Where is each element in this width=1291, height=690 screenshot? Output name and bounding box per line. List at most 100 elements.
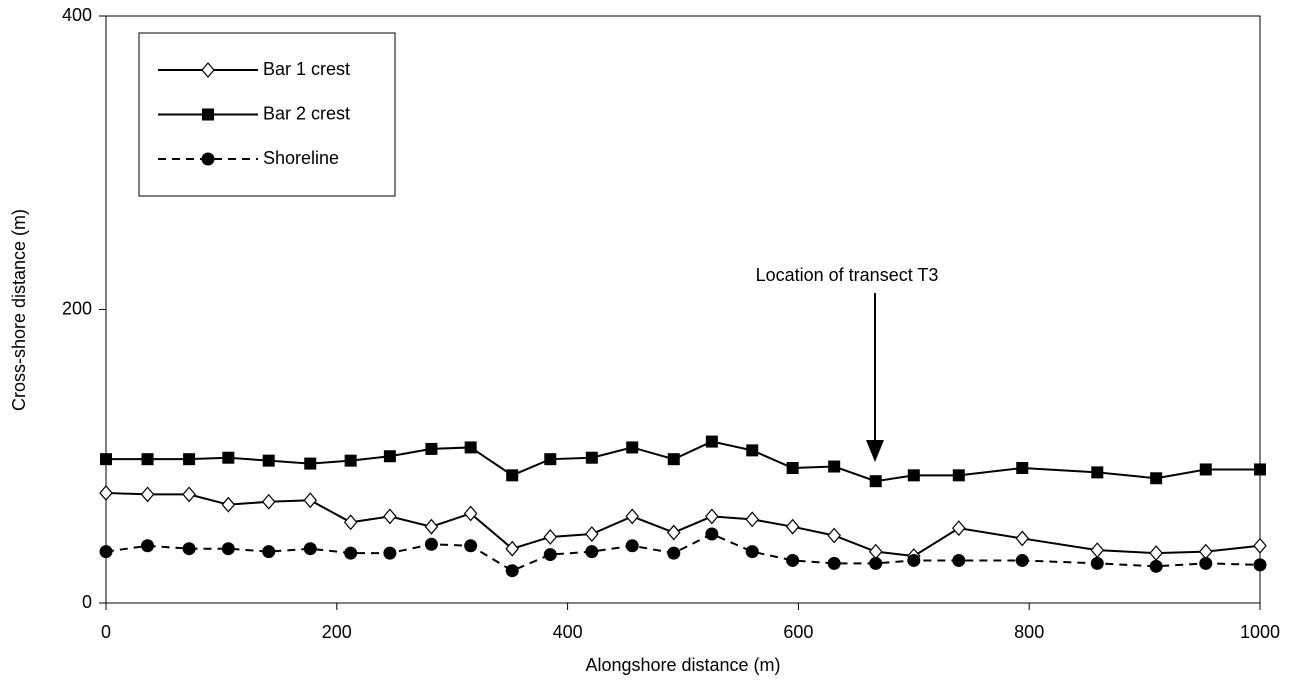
marker: [303, 492, 318, 509]
marker: [705, 508, 719, 525]
marker: [907, 553, 921, 567]
marker: [543, 529, 558, 545]
marker: [141, 539, 155, 553]
marker: [585, 526, 599, 542]
marker: [262, 545, 276, 559]
marker: [1198, 543, 1213, 560]
marker: [952, 469, 965, 482]
legend-marker: [201, 62, 215, 78]
marker: [666, 524, 681, 541]
marker: [383, 450, 396, 463]
marker: [424, 518, 439, 535]
marker: [141, 453, 154, 466]
y-tick-label: 400: [62, 5, 92, 25]
marker: [262, 454, 275, 467]
marker: [505, 564, 519, 578]
marker: [543, 548, 557, 562]
marker: [383, 508, 397, 525]
series-line: [105, 491, 1261, 558]
marker: [626, 441, 639, 454]
marker: [424, 537, 438, 551]
marker: [952, 520, 966, 537]
marker: [1090, 542, 1105, 559]
marker: [705, 435, 718, 448]
marker: [304, 457, 317, 470]
marker: [425, 442, 438, 455]
marker: [100, 453, 112, 466]
marker: [869, 556, 883, 570]
marker: [1199, 463, 1212, 476]
marker: [1015, 530, 1030, 547]
marker: [868, 543, 883, 560]
marker: [907, 469, 920, 482]
marker: [1149, 559, 1163, 573]
x-tick-label: 600: [783, 622, 813, 642]
marker: [505, 540, 519, 557]
legend-marker: [201, 152, 215, 166]
marker: [343, 514, 358, 531]
marker: [303, 542, 317, 556]
marker: [344, 546, 358, 560]
marker: [869, 475, 882, 488]
marker: [667, 546, 681, 560]
x-tick-label: 200: [322, 622, 352, 642]
marker: [585, 451, 598, 464]
marker: [183, 453, 196, 466]
marker: [506, 469, 519, 482]
marker: [786, 553, 800, 567]
x-tick-label: 0: [101, 622, 111, 642]
marker: [585, 545, 599, 559]
marker: [785, 518, 800, 535]
marker: [1091, 466, 1104, 479]
x-tick-label: 400: [553, 622, 583, 642]
marker: [828, 460, 841, 473]
legend-label: Shoreline: [263, 148, 339, 168]
legend-marker: [202, 108, 214, 121]
marker: [99, 545, 113, 559]
marker: [344, 454, 357, 467]
series-line: [105, 532, 1261, 572]
marker: [745, 545, 759, 559]
marker: [1149, 545, 1163, 562]
y-axis-label: Cross-shore distance (m): [9, 209, 29, 411]
marker: [544, 453, 557, 466]
marker: [1254, 463, 1266, 476]
marker: [827, 527, 841, 544]
series-line: [106, 440, 1260, 483]
marker: [221, 542, 235, 556]
marker: [1016, 461, 1029, 474]
marker: [464, 539, 478, 553]
marker: [1015, 553, 1029, 567]
marker: [140, 486, 155, 503]
y-tick-label: 200: [62, 298, 92, 318]
marker: [786, 461, 799, 474]
marker: [1253, 558, 1267, 572]
legend-label: Bar 2 crest: [263, 103, 350, 123]
annotation-arrowhead: [866, 440, 884, 462]
marker: [625, 539, 639, 553]
marker: [182, 486, 196, 503]
annotation: Location of transect T3: [756, 265, 939, 285]
marker: [952, 553, 966, 567]
x-tick-label: 800: [1014, 622, 1044, 642]
x-tick-label: 1000: [1240, 622, 1280, 642]
marker: [667, 453, 680, 466]
marker: [99, 485, 113, 501]
marker: [1253, 537, 1267, 554]
marker: [625, 508, 640, 525]
legend-label: Bar 1 crest: [263, 59, 350, 79]
marker: [221, 496, 236, 513]
marker: [383, 546, 397, 560]
marker: [1150, 472, 1163, 485]
marker: [827, 556, 841, 570]
marker: [464, 441, 477, 454]
marker: [182, 542, 196, 556]
marker: [222, 451, 235, 464]
marker: [746, 444, 759, 457]
marker: [261, 493, 276, 510]
y-tick-label: 0: [82, 592, 92, 612]
marker: [1199, 556, 1213, 570]
x-axis-label: Alongshore distance (m): [585, 655, 780, 675]
marker: [463, 505, 478, 522]
